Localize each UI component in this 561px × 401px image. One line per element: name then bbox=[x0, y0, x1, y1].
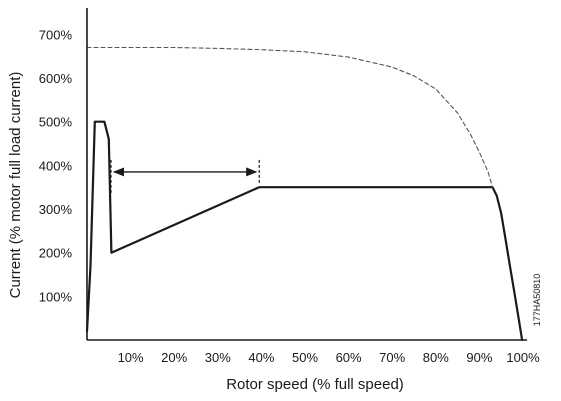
x-tick-label: 50% bbox=[292, 350, 318, 365]
y-axis-title: Current (% motor full load current) bbox=[7, 72, 24, 299]
y-tick-label: 400% bbox=[39, 158, 73, 173]
dashed-current-curve bbox=[86, 46, 494, 188]
series-layer bbox=[85, 46, 524, 342]
x-tick-label: 70% bbox=[379, 350, 405, 365]
x-tick-label: 60% bbox=[336, 350, 362, 365]
y-tick-label: 600% bbox=[39, 71, 73, 86]
figure-id: 177HA50810 bbox=[532, 274, 542, 327]
x-tick-label: 20% bbox=[161, 350, 187, 365]
x-axis-title: Rotor speed (% full speed) bbox=[226, 376, 404, 393]
x-tick-label: 100% bbox=[506, 350, 540, 365]
x-tick-label: 10% bbox=[118, 350, 144, 365]
x-tick-label: 30% bbox=[205, 350, 231, 365]
y-tick-label: 100% bbox=[39, 289, 73, 304]
x-tick-label: 40% bbox=[248, 350, 274, 365]
x-tick-labels: 10% 20% 30% 40% 50% 60% 70% 80% 90% 100% bbox=[118, 350, 540, 365]
y-tick-label: 500% bbox=[39, 115, 73, 130]
y-tick-label: 700% bbox=[39, 27, 73, 42]
y-tick-labels: 100% 200% 300% 400% 500% 600% 700% bbox=[39, 27, 73, 304]
annotation-layer bbox=[110, 159, 260, 194]
y-tick-label: 300% bbox=[39, 202, 73, 217]
solid-current-curve bbox=[85, 120, 524, 342]
x-tick-label: 80% bbox=[423, 350, 449, 365]
x-tick-label: 90% bbox=[466, 350, 492, 365]
y-tick-label: 200% bbox=[39, 246, 73, 261]
